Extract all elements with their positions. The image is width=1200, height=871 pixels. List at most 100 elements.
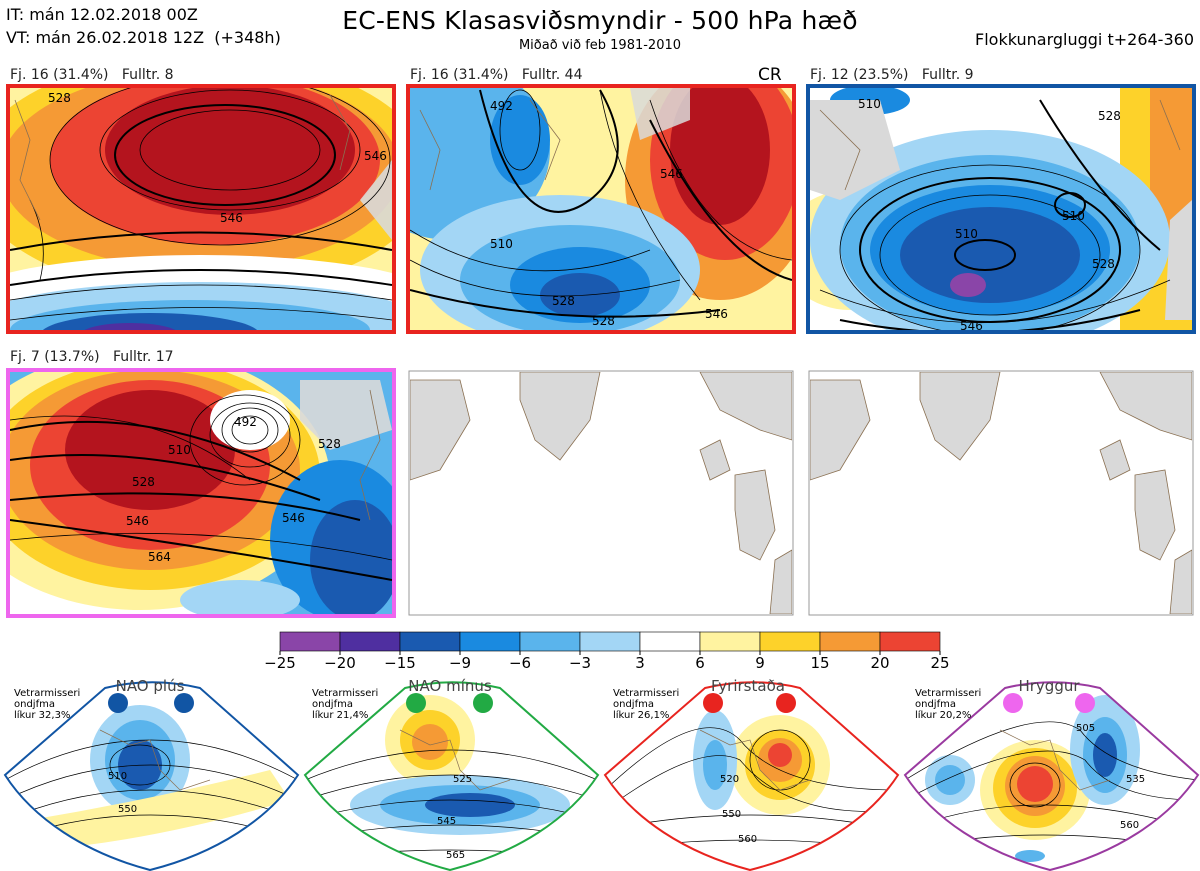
panel-2-contour-label: 510 [490,237,513,251]
panel-5-map [410,372,792,614]
regime-nao-minus-dot [406,693,426,713]
colorbar-bin [819,631,881,652]
colorbar-tick-label: 25 [930,654,950,672]
colorbar-tick-label: 6 [695,654,705,672]
colorbar-tick-label: −15 [384,654,416,672]
page-title: EC-ENS Klasasviðsmyndir - 500 hPa hæð [342,6,858,35]
panel-3-contour-label: 510 [1062,209,1085,223]
panel-2-contour-label: 528 [552,294,575,308]
regime-nao-minus-stats: Vetrarmisseri ondjfma líkur 21,4% [312,688,379,721]
regime-nao-minus-title: NAO mínus [408,677,492,695]
panel-4-contour-label: 528 [318,437,341,451]
panel-4-contour-label: 528 [132,475,155,489]
regime-ridge-contour: 505 [1076,723,1095,734]
colorbar-tick-label: 15 [810,654,830,672]
regime-nao-plus-contour: 510 [108,771,127,782]
regime-nao-plus-stats: Vetrarmisseri ondjfma líkur 32,3% [14,688,81,721]
colorbar-tick-label: 9 [755,654,765,672]
init-time: IT: mán 12.02.2018 00Z [6,5,198,24]
colorbar-bin [399,631,461,652]
regime-blocking-stats: Vetrarmisseri ondjfma líkur 26,1% [613,688,680,721]
panel-4-contour-label: 510 [168,443,191,457]
colorbar-tick-label: 3 [635,654,645,672]
regime-blocking-title: Fyrirstaða [711,677,785,695]
panel-6-map [810,372,1192,614]
page-subtitle: Miðað við feb 1981-2010 [518,38,682,53]
colorbar-bin [459,631,521,652]
regime-nao-plus-contour: 550 [118,804,137,815]
valid-time: VT: mán 26.02.2018 12Z (+348h) [6,28,281,47]
regime-nao-plus-dot [174,693,194,713]
regime-blocking-contour: 550 [722,809,741,820]
panel-5-border [408,370,794,616]
regime-ridge-title: Hryggur [1018,677,1080,695]
panel-2-map [410,88,792,330]
panel-1-contour-label: 528 [48,91,71,105]
colorbar [279,631,941,655]
panel-4-contour-label: 546 [282,511,305,525]
regime-nao-plus-frame [3,681,300,871]
colorbar-bin [639,631,701,652]
colorbar-tick-label: −9 [448,654,472,672]
regime-nao-minus-contour: 525 [453,774,472,785]
panel-2-label: Fj. 16 (31.4%) Fulltr. 44 [410,67,583,83]
panel-1-contour-label: 546 [364,149,387,163]
panel-4-map [10,372,392,614]
colorbar-bin [339,631,401,652]
regime-nao-minus-contour: 545 [437,816,456,827]
panel-3-border [806,84,1196,334]
colorbar-tick-label: −25 [264,654,296,672]
regime-ridge-stats: Vetrarmisseri ondjfma líkur 20,2% [915,688,982,721]
panel-3-contour-label: 510 [858,97,881,111]
colorbar-bin [699,631,761,652]
regime-ridge-contour: 560 [1120,820,1139,831]
colorbar-bin [759,631,821,652]
panel-2-tag: CR [758,65,782,85]
regime-blocking-dot [776,693,796,713]
regime-nao-minus-contour: 565 [446,850,465,861]
panel-4-contour-label: 564 [148,550,171,564]
regime-ridge-dot [1075,693,1095,713]
panel-2-contour-label: 546 [660,167,683,181]
panel-3-label: Fj. 12 (23.5%) Fulltr. 9 [810,67,974,83]
window-label: Flokkunargluggi t+264-360 [975,30,1194,49]
colorbar-bin [279,631,341,652]
colorbar-tick-label: −6 [508,654,532,672]
regime-blocking-frame [603,681,900,871]
regime-blocking-contour: 560 [738,834,757,845]
panel-2-border [406,84,796,334]
regime-nao-plus-title: NAO plús [115,677,185,695]
colorbar-bin [879,631,941,652]
panel-1-border [6,84,396,334]
panel-3-contour-label: 546 [960,319,983,333]
colorbar-tick-label: 20 [870,654,890,672]
panel-2-contour-label: 492 [490,99,513,113]
panel-4-label: Fj. 7 (13.7%) Fulltr. 17 [10,349,174,365]
panel-6-border [808,370,1194,616]
panel-1-label: Fj. 16 (31.4%) Fulltr. 8 [10,67,174,83]
regime-nao-plus-dot [108,693,128,713]
colorbar-tick-label: −20 [324,654,356,672]
regime-ridge-frame [903,681,1200,871]
panel-1-map [10,88,392,330]
panel-4-contour-label: 546 [126,514,149,528]
regime-nao-minus-dot [473,693,493,713]
panel-3-contour-label: 510 [955,227,978,241]
regime-nao-minus-frame [303,681,600,871]
panel-4-border [6,368,396,618]
regime-blocking-contour: 520 [720,774,739,785]
colorbar-tick-label: −3 [568,654,592,672]
regime-blocking-dot [703,693,723,713]
colorbar-bin [579,631,641,652]
regime-ridge-dot [1003,693,1023,713]
panel-4-contour-label: 492 [234,415,257,429]
panel-3-map [810,88,1192,330]
panel-2-contour-label: 528 [592,314,615,328]
panel-3-contour-label: 528 [1092,257,1115,271]
panel-1-contour-label: 546 [220,211,243,225]
colorbar-bin [519,631,581,652]
panel-2-contour-label: 546 [705,307,728,321]
regime-ridge-contour: 535 [1126,774,1145,785]
panel-3-contour-label: 528 [1098,109,1121,123]
